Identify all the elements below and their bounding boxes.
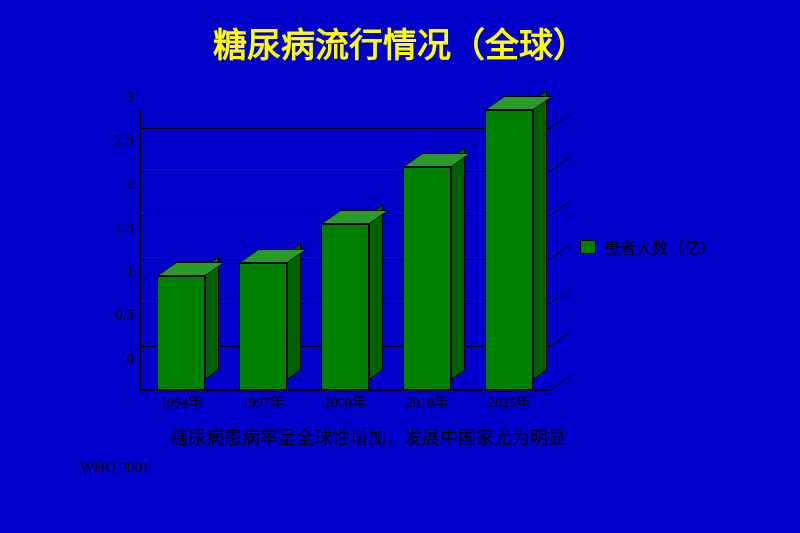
y-tick-label: 1 xyxy=(127,264,135,281)
x-tick-label: 1994年 xyxy=(160,392,202,412)
x-tick-label: 2025年 xyxy=(488,392,530,412)
y-axis-line xyxy=(140,110,141,390)
bar-chart: 0 0.5 1 1.5 2 2.5 3 1994年 1997年 2000年 2010年 2025年 xyxy=(100,80,550,420)
bar xyxy=(239,263,287,390)
slide: 糖尿病流行情况（全球） 0 0.5 1 1.5 2 2.5 3 1994年 1997年 2000… xyxy=(0,0,800,533)
x-axis-labels: 1994年 1997年 2000年 2010年 2025年 xyxy=(140,392,550,412)
caption: 糖尿病患病率呈全球性增加，发展中国家尤为明显 xyxy=(170,424,566,450)
bar xyxy=(321,224,369,390)
bar xyxy=(485,110,533,390)
legend-swatch xyxy=(580,240,596,254)
plot-area xyxy=(140,110,550,390)
y-tick-label: 0 xyxy=(127,352,135,369)
y-tick-label: 1.5 xyxy=(115,220,134,237)
bar xyxy=(157,276,205,390)
gridline xyxy=(140,390,550,391)
x-tick-label: 2010年 xyxy=(406,392,448,412)
legend: 患者人数（亿） xyxy=(580,235,716,259)
y-axis: 0 0.5 1 1.5 2 2.5 3 xyxy=(100,80,140,390)
source-label: WHO 2001 xyxy=(80,460,150,477)
y-tick-label: 2 xyxy=(127,177,135,194)
x-tick-label: 2000年 xyxy=(324,392,366,412)
slide-title: 糖尿病流行情况（全球） xyxy=(213,18,587,67)
x-tick-label: 1997年 xyxy=(242,392,284,412)
y-tick-label: 2.5 xyxy=(115,133,134,150)
y-tick-label: 3 xyxy=(127,89,135,106)
legend-label: 患者人数（亿） xyxy=(604,235,716,259)
bar xyxy=(403,167,451,390)
y-tick-label: 0.5 xyxy=(115,308,134,325)
